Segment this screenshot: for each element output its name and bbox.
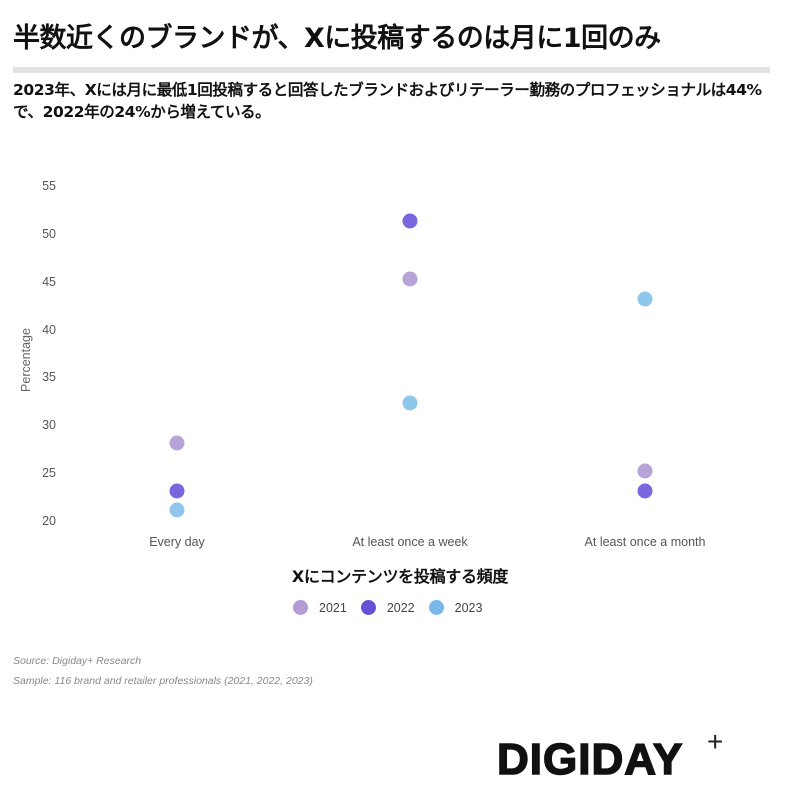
data-point-2023[interactable] — [637, 291, 653, 307]
scatter-plot: Percentage 20 25 30 35 40 45 50 55 Every day At … — [19, 179, 706, 586]
legend-label: 2023 — [454, 600, 483, 615]
title-divider — [13, 67, 770, 73]
data-point-2021[interactable] — [169, 435, 185, 450]
data-point-2021[interactable] — [637, 463, 653, 479]
data-point-2021[interactable] — [402, 271, 418, 287]
data-point-2022[interactable] — [637, 483, 653, 499]
data-point-2022[interactable] — [169, 483, 185, 499]
y-tick-55: 55 — [42, 179, 56, 193]
legend-item-2021[interactable]: 2021 — [293, 600, 347, 615]
source-note: Source: Digiday+ Research — [13, 655, 142, 667]
y-tick-35: 35 — [42, 370, 56, 385]
y-tick-50: 50 — [42, 226, 56, 241]
legend-swatch-icon — [360, 600, 376, 615]
x-tick-label: At least once a month — [584, 535, 706, 549]
legend-swatch-icon — [428, 600, 444, 615]
legend-item-2023[interactable]: 2023 — [428, 600, 483, 615]
chart-title: 半数近くのブランドが、Xに投稿するのは月に1回のみ — [13, 23, 661, 54]
digiday-logo: DIGIDAY — [496, 735, 684, 784]
data-point-2023[interactable] — [402, 395, 418, 411]
plus-icon: + — [707, 726, 724, 757]
y-tick-40: 40 — [42, 322, 56, 337]
legend-label: 2021 — [319, 600, 347, 615]
y-tick-30: 30 — [42, 418, 56, 433]
x-axis-label: Xにコンテンツを投稿する頻度 — [291, 567, 509, 586]
y-tick-45: 45 — [42, 274, 56, 289]
x-tick-label: At least once a week — [352, 535, 468, 549]
data-point-2023[interactable] — [169, 502, 185, 517]
legend: 2021 2022 2023 — [293, 600, 496, 615]
x-tick-label: Every day — [149, 535, 205, 549]
legend-label: 2022 — [386, 600, 415, 615]
sample-note: Sample: 116 brand and retailer professio… — [13, 675, 313, 687]
legend-swatch-icon — [293, 600, 308, 615]
y-tick-25: 25 — [42, 466, 56, 481]
data-point-2022[interactable] — [402, 213, 418, 229]
legend-item-2022[interactable]: 2022 — [360, 600, 415, 615]
chart-subtitle: 2023年、Xには月に最低1回投稿すると回答したブランドおよびリテーラー勤務のプ… — [13, 81, 762, 121]
y-tick-20: 20 — [42, 514, 56, 528]
